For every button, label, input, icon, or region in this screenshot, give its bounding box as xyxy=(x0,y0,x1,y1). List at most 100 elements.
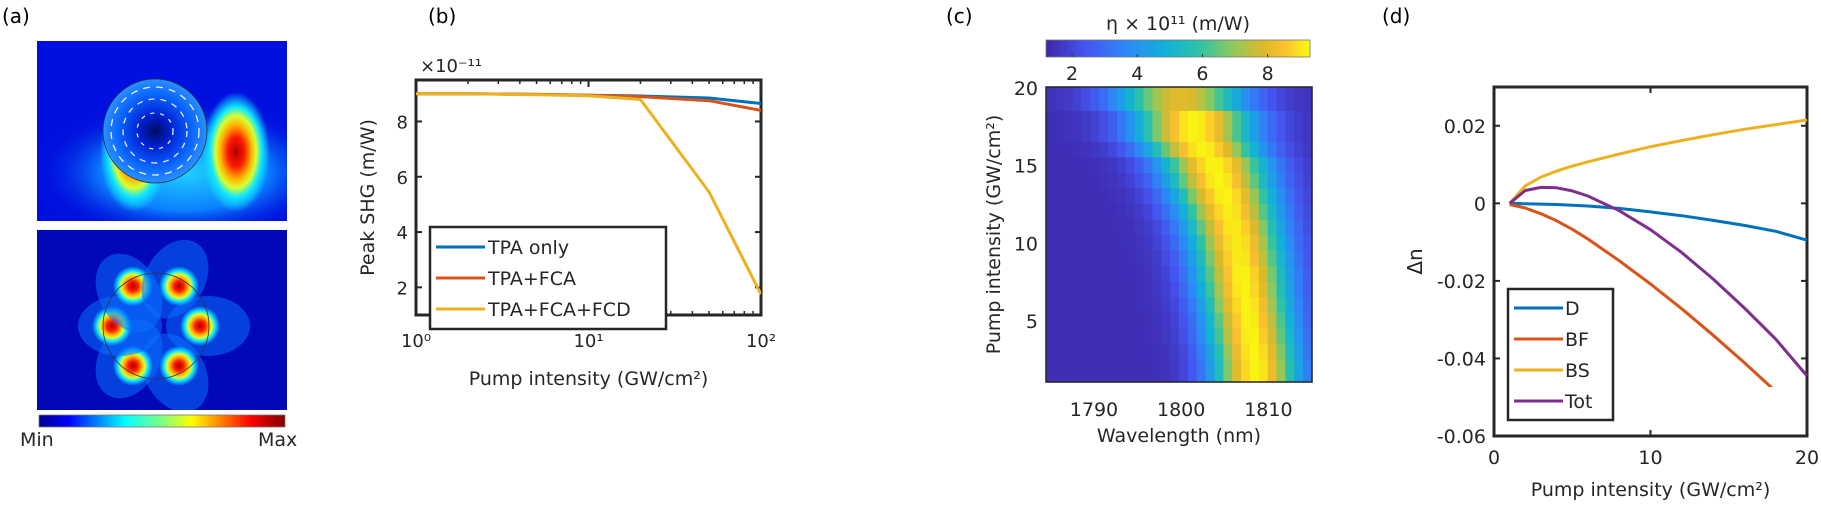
heatmap-cell xyxy=(1116,218,1127,236)
heatmap-cell xyxy=(1179,358,1189,375)
heatmap-cell xyxy=(1170,110,1180,142)
heatmap-cell xyxy=(1063,172,1074,189)
series-group xyxy=(416,92,761,295)
heatmap-cell xyxy=(1081,110,1091,142)
heatmap-cell xyxy=(1241,87,1251,111)
heatmap-cell xyxy=(1276,281,1286,298)
heatmap-cell xyxy=(1205,110,1216,142)
series-line-d xyxy=(1509,201,1808,242)
heatmap-cell xyxy=(1090,374,1100,383)
heatmap-cell xyxy=(1249,343,1260,360)
heatmap-cell xyxy=(1108,343,1118,360)
series-line-tpa-fca-fcd xyxy=(416,92,761,295)
heatmap-cell xyxy=(1249,187,1260,205)
y-tick-label: 2 xyxy=(397,278,408,299)
heatmap-cell xyxy=(1099,87,1109,111)
heatmap-cell xyxy=(1090,265,1100,282)
heatmap-cell xyxy=(1116,358,1127,375)
heatmap-cell xyxy=(1232,141,1242,158)
heatmap-cell xyxy=(1223,358,1233,375)
heatmap-cell xyxy=(1232,343,1242,360)
heatmap-cell xyxy=(1249,327,1260,344)
heatmap-cell xyxy=(1063,250,1074,267)
heatmap-cell xyxy=(1046,312,1056,329)
heatmap-cell xyxy=(1276,327,1286,344)
heatmap-cell xyxy=(1072,265,1083,282)
heatmap-cell xyxy=(1232,234,1242,251)
heatmap-cell xyxy=(1294,250,1304,267)
heatmap-cell xyxy=(1205,156,1216,173)
mode-image-second-harmonic xyxy=(37,230,287,410)
heatmap-cell xyxy=(1108,110,1118,142)
heatmap-cell xyxy=(1108,250,1118,267)
panel-label-c: (c) xyxy=(946,4,973,28)
heatmap-cell xyxy=(1223,156,1233,173)
heatmap-cell xyxy=(1294,296,1304,313)
heatmap-cell xyxy=(1081,141,1091,158)
heatmap-cell xyxy=(1161,343,1171,360)
y-tick-label: 15 xyxy=(1014,156,1038,178)
heatmap-cell xyxy=(1081,187,1091,205)
heatmap-cell xyxy=(1267,172,1278,189)
heatmap-cell xyxy=(1072,234,1083,251)
heatmap-cell xyxy=(1294,203,1304,220)
heatmap-cell xyxy=(1303,312,1313,329)
heatmap-cell xyxy=(1267,234,1278,251)
heatmap-cell xyxy=(1081,327,1091,344)
heatmap-cell xyxy=(1090,296,1100,313)
panel-label-a: (a) xyxy=(2,4,30,28)
heatmap-cell xyxy=(1161,218,1171,236)
heatmap-cell xyxy=(1090,281,1100,298)
heatmap-cell xyxy=(1152,250,1162,267)
heatmap-cell xyxy=(1116,296,1127,313)
heatmap-cell xyxy=(1046,141,1056,158)
heatmap-cell xyxy=(1241,156,1251,173)
heatmap-cell xyxy=(1179,343,1189,360)
heatmap-cell xyxy=(1187,141,1198,158)
heatmap-cell xyxy=(1081,312,1091,329)
heatmap-cell xyxy=(1090,187,1100,205)
heatmap-cell xyxy=(1267,312,1278,329)
heatmap-cell xyxy=(1134,141,1145,158)
heatmap-cell xyxy=(1276,156,1286,173)
y-axis-label: Pump intensity (GW/cm²) xyxy=(983,115,1005,355)
legend-entry: BF xyxy=(1565,329,1589,351)
heatmap-cell xyxy=(1143,343,1153,360)
heatmap-cell xyxy=(1063,312,1074,329)
colorbar-tick-label: 8 xyxy=(1262,63,1274,85)
heatmap-cell xyxy=(1205,327,1216,344)
heatmap-cell xyxy=(1063,343,1074,360)
heatmap-cell xyxy=(1063,281,1074,298)
heatmap-cell xyxy=(1054,312,1065,329)
x-tick-label: 1800 xyxy=(1157,399,1205,421)
heatmap-cell xyxy=(1249,87,1260,111)
heatmap-cell xyxy=(1063,358,1074,375)
heatmap-cell xyxy=(1108,87,1118,111)
x-tick-label: 1810 xyxy=(1244,399,1292,421)
heatmap-cell xyxy=(1179,172,1189,189)
heatmap-cell xyxy=(1276,343,1286,360)
heatmap-cell xyxy=(1258,141,1269,158)
heatmap-cell xyxy=(1134,281,1145,298)
heatmap-cell xyxy=(1099,358,1109,375)
heatmap-cell xyxy=(1179,234,1189,251)
heatmap-cell xyxy=(1054,250,1065,267)
heatmap-cell xyxy=(1054,281,1065,298)
heatmap-cell xyxy=(1258,327,1269,344)
heatmap-cell xyxy=(1072,281,1083,298)
heatmap-cell xyxy=(1090,343,1100,360)
heatmap-cell xyxy=(1152,203,1162,220)
heatmap-cell xyxy=(1143,87,1153,111)
heatmap-cell xyxy=(1116,265,1127,282)
heatmap-cell xyxy=(1267,87,1278,111)
heatmap-cell xyxy=(1081,265,1091,282)
heatmap-cell xyxy=(1099,374,1109,383)
heatmap-cell xyxy=(1276,218,1286,236)
heatmap-cell xyxy=(1108,265,1118,282)
heatmap-cell xyxy=(1143,187,1153,205)
heatmap-cell xyxy=(1152,141,1162,158)
heatmap-cell xyxy=(1285,327,1295,344)
heatmap-cell xyxy=(1294,234,1304,251)
heatmap-cell xyxy=(1090,87,1100,111)
heatmap-cell xyxy=(1196,296,1207,313)
